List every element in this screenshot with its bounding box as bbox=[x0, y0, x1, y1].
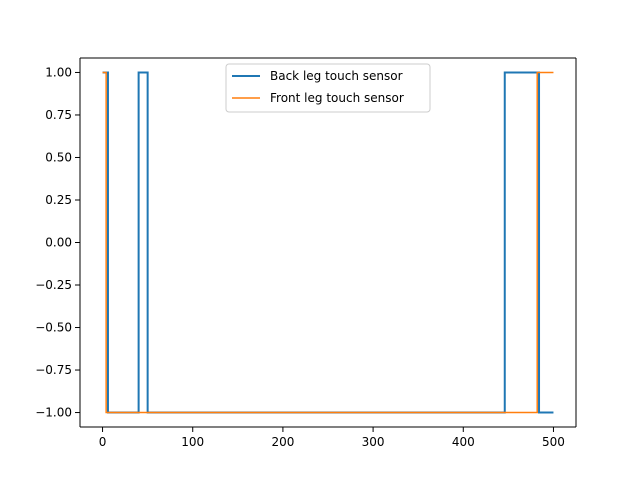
y-tick-label: 1.00 bbox=[45, 65, 72, 79]
x-tick-label: 300 bbox=[362, 435, 385, 449]
y-tick-label: 0.75 bbox=[45, 108, 72, 122]
x-tick-label: 500 bbox=[542, 435, 565, 449]
y-tick-label: 0.25 bbox=[45, 193, 72, 207]
axes-background bbox=[80, 58, 576, 427]
y-tick-label: −0.75 bbox=[35, 363, 72, 377]
x-tick-label: 200 bbox=[271, 435, 294, 449]
legend-label-1: Front leg touch sensor bbox=[270, 91, 404, 105]
y-tick-label: −0.50 bbox=[35, 321, 72, 335]
legend-box bbox=[225, 63, 431, 113]
x-tick-label: 400 bbox=[452, 435, 475, 449]
series-line-1 bbox=[102, 71, 554, 414]
y-tick-label: 0.50 bbox=[45, 150, 72, 164]
axes-frame bbox=[79, 57, 577, 428]
series-line-0 bbox=[102, 71, 554, 414]
x-axis: 0 100 200 300 400 500 bbox=[99, 427, 565, 449]
plot-area bbox=[80, 58, 576, 427]
y-tick-label: −0.25 bbox=[35, 278, 72, 292]
series-layer bbox=[102, 71, 554, 414]
legend: Back leg touch sensor Front leg touch sen… bbox=[225, 63, 431, 113]
legend-label-0: Back leg touch sensor bbox=[270, 69, 403, 83]
y-axis: 1.00 0.75 0.50 0.25 0.00 −0.25 −0.50 −0.75 −1.00 bbox=[35, 65, 80, 420]
x-tick-label: 100 bbox=[181, 435, 204, 449]
y-tick-label: −1.00 bbox=[35, 406, 72, 420]
y-tick-label: 0.00 bbox=[45, 236, 72, 250]
x-tick-label: 0 bbox=[99, 435, 107, 449]
